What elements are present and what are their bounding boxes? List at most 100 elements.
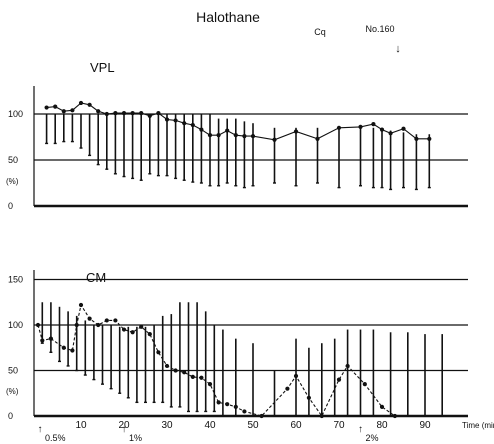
vpl-data-point xyxy=(250,133,256,139)
concentration-label: 0.5% xyxy=(45,433,66,443)
cm-series xyxy=(35,302,397,419)
cm-data-point xyxy=(216,400,221,405)
cm-data-point xyxy=(139,324,144,329)
cm-data-point xyxy=(164,363,170,369)
cm-y-axis-ticks: 0 50 100 150 xyxy=(8,270,35,421)
cm-data-point xyxy=(61,345,66,350)
vpl-data-point xyxy=(78,100,84,106)
cm-data-point xyxy=(392,413,397,419)
vpl-unit-label: (%) xyxy=(6,177,19,186)
vpl-data-point xyxy=(199,127,204,132)
vpl-data-point xyxy=(401,126,406,131)
cm-data-point xyxy=(259,413,264,419)
vpl-data-point xyxy=(207,133,213,138)
cm-reference-lines xyxy=(34,278,468,418)
vpl-panel: VPL (%) 0 50 100 xyxy=(6,60,468,211)
cm-data-point xyxy=(147,332,152,337)
cm-data-point xyxy=(293,373,299,379)
vpl-data-point xyxy=(53,104,58,109)
cm-x-tick-label: 30 xyxy=(161,420,173,431)
vpl-data-point xyxy=(233,133,238,138)
vpl-data-point xyxy=(379,127,385,132)
cm-data-point xyxy=(336,377,342,382)
cm-unit-label: (%) xyxy=(6,387,19,396)
cm-data-point xyxy=(104,318,109,323)
cm-data-point xyxy=(306,395,311,400)
cm-y-tick-label: 100 xyxy=(8,320,23,330)
cm-data-point xyxy=(362,382,367,387)
vpl-data-point xyxy=(44,105,49,110)
cm-x-tick-label: 60 xyxy=(290,420,302,431)
cm-data-point xyxy=(207,382,213,387)
cm-data-point xyxy=(173,368,178,373)
cm-x-tick-label: 10 xyxy=(75,420,87,431)
vpl-data-point xyxy=(70,108,75,113)
vpl-data-point xyxy=(87,102,92,107)
cm-x-tick-label: 80 xyxy=(376,420,388,431)
vpl-data-point xyxy=(315,136,320,141)
cm-series-line xyxy=(37,303,396,418)
vpl-data-point xyxy=(147,113,152,118)
chart-title: Halothane xyxy=(196,9,260,25)
vpl-y-tick-label: 100 xyxy=(8,109,23,119)
vpl-series xyxy=(44,100,432,142)
vpl-data-point xyxy=(104,111,109,117)
vpl-data-point xyxy=(272,137,277,142)
cm-data-point xyxy=(74,322,79,328)
animal-code-label: Cq xyxy=(314,27,326,37)
cm-x-tick-label: 20 xyxy=(118,420,130,431)
vpl-data-point xyxy=(130,110,135,116)
cm-data-point xyxy=(199,375,204,380)
vpl-data-point xyxy=(173,118,178,123)
cm-data-point xyxy=(156,350,161,355)
cm-x-axis-ticks: 10 20 30 40 50 60 70 80 90 xyxy=(75,420,431,431)
cm-x-tick-label: 40 xyxy=(204,420,216,431)
cm-data-point xyxy=(242,409,247,414)
case-marker-arrow: ↓ xyxy=(395,43,401,55)
concentration-markers: ↑0.5%↑1%↑2% xyxy=(38,424,379,443)
vpl-data-point xyxy=(96,109,101,114)
concentration-arrow: ↑ xyxy=(122,424,127,435)
vpl-data-point xyxy=(164,117,170,122)
vpl-data-point xyxy=(182,121,187,126)
cm-data-point xyxy=(78,302,84,308)
cm-data-point xyxy=(319,413,324,419)
cm-data-point xyxy=(113,318,118,323)
concentration-label: 1% xyxy=(129,433,142,443)
vpl-data-point xyxy=(358,124,363,129)
case-number-label: No.160 xyxy=(365,24,394,34)
cm-x-tick-label: 90 xyxy=(419,420,431,431)
cm-range-bars xyxy=(40,302,444,417)
vpl-data-point xyxy=(293,129,299,134)
vpl-y-tick-label: 0 xyxy=(8,201,13,211)
vpl-data-point xyxy=(414,136,419,141)
vpl-data-point xyxy=(371,122,376,127)
vpl-data-point xyxy=(190,122,195,128)
vpl-data-point xyxy=(113,110,118,116)
vpl-data-point xyxy=(427,136,432,141)
cm-data-point xyxy=(182,370,187,375)
cm-x-tick-label: 70 xyxy=(333,420,345,431)
vpl-data-point xyxy=(156,110,161,116)
concentration-label: 2% xyxy=(366,433,379,443)
vpl-data-point xyxy=(336,125,342,130)
vpl-data-point xyxy=(225,128,230,133)
cm-data-point xyxy=(96,322,101,328)
cm-data-point xyxy=(233,404,238,409)
vpl-panel-label: VPL xyxy=(90,60,115,75)
cm-data-point xyxy=(87,316,92,321)
cm-data-point xyxy=(379,404,385,409)
vpl-y-tick-label: 50 xyxy=(8,155,18,165)
cm-panel-label: CM xyxy=(86,270,106,285)
cm-data-point xyxy=(48,336,54,341)
cm-panel: CM (%) 0 50 100 150 10 20 30 40 50 60 70 80 90 Time… xyxy=(6,270,494,431)
concentration-arrow: ↑ xyxy=(38,424,43,435)
vpl-y-axis-ticks: 0 50 100 xyxy=(8,86,35,211)
cm-y-tick-label: 50 xyxy=(8,366,18,376)
cm-data-point xyxy=(121,327,127,332)
cm-data-point xyxy=(225,402,230,407)
cm-data-point xyxy=(40,338,45,343)
cm-data-point xyxy=(285,386,290,391)
cm-y-tick-label: 150 xyxy=(8,275,23,285)
